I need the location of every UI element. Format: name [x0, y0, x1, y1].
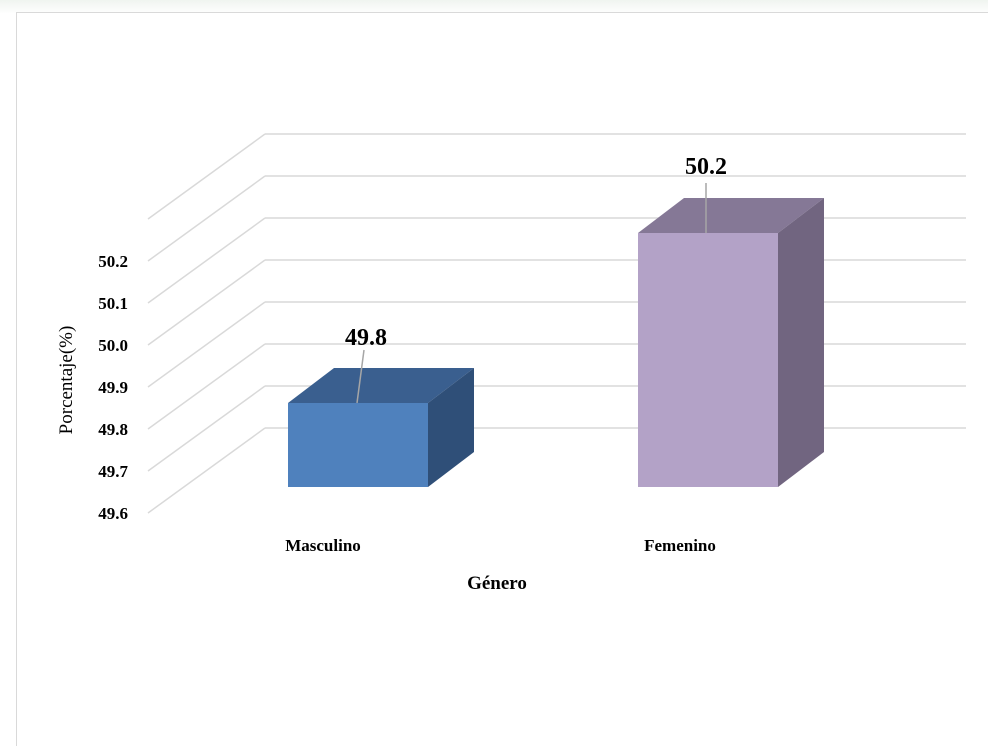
gridline-diagonal [147, 217, 266, 304]
y-tick-labels: 49.6 49.7 49.8 49.9 50.0 50.1 50.2 [98, 252, 128, 523]
y-tick-label: 49.9 [98, 378, 128, 397]
gridline-diagonal [147, 133, 266, 220]
gridline-diagonal [147, 385, 266, 472]
gridline-diagonal [147, 427, 266, 514]
y-tick-label: 49.6 [98, 504, 128, 523]
data-label: 50.2 [685, 154, 727, 180]
data-label-leader [356, 349, 365, 404]
bar-masculino-front [288, 403, 428, 487]
y-tick-label: 50.1 [98, 294, 128, 313]
y-tick-label: 49.8 [98, 420, 128, 439]
y-tick-label: 50.0 [98, 336, 128, 355]
bar-femenino-top [638, 198, 824, 233]
category-labels: Masculino Femenino [285, 536, 716, 555]
gridlines [147, 133, 966, 514]
bar-femenino-front [638, 233, 778, 487]
y-tick-label: 49.7 [98, 462, 128, 481]
bar-masculino-top [288, 368, 474, 403]
gridline-diagonal [147, 259, 266, 346]
category-label: Masculino [285, 536, 361, 555]
bars: 49.8 50.2 [288, 154, 824, 487]
x-axis-title: Género [467, 573, 527, 594]
background-watermark-strip [0, 0, 988, 14]
y-axis-title: Porcentaje(%) [56, 326, 77, 435]
bar-femenino-side [778, 198, 824, 487]
y-tick-label: 50.2 [98, 252, 128, 271]
category-label: Femenino [644, 536, 716, 555]
gridline-diagonal [147, 343, 266, 430]
data-label: 49.8 [345, 325, 387, 351]
gridline-diagonal [147, 301, 266, 388]
chart-frame [16, 12, 988, 746]
gridline-diagonal [147, 175, 266, 262]
bar-masculino-side [428, 368, 474, 487]
